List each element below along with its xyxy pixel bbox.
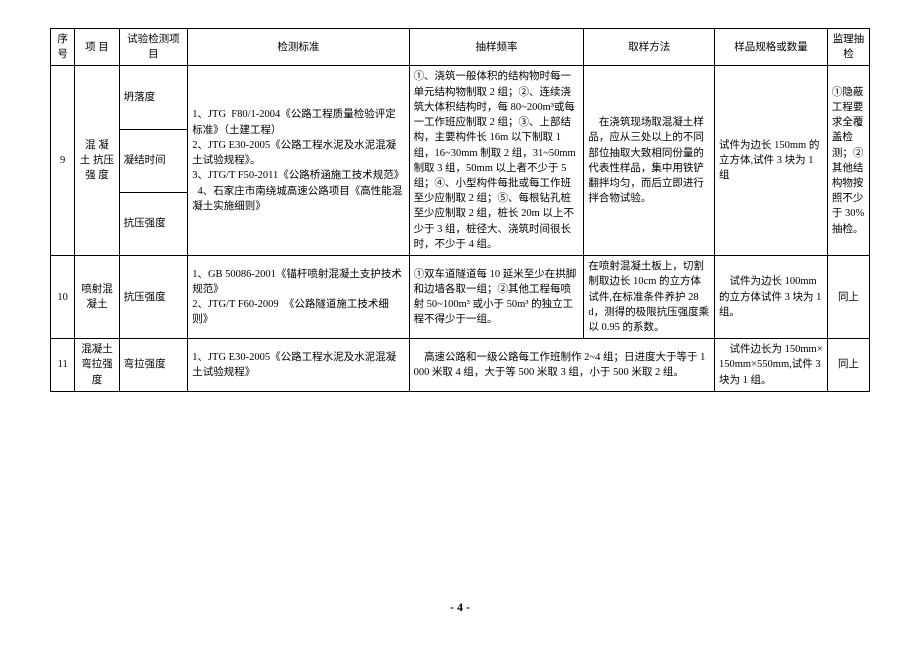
cell-test: 抗压强度 (119, 192, 188, 255)
cell-sup: 同上 (827, 339, 869, 392)
cell-seq: 10 (51, 256, 75, 339)
col-test: 试验检测项目 (119, 29, 188, 66)
col-freq: 抽样频率 (409, 29, 584, 66)
table-row: 10 喷射混凝土 抗压强度 1、GB 50086-2001《锚杆喷射混凝土支护技… (51, 256, 870, 339)
page-number: - 4 - (0, 600, 920, 615)
cell-test: 弯拉强度 (119, 339, 188, 392)
cell-test: 抗压强度 (119, 256, 188, 339)
cell-std: 1、GB 50086-2001《锚杆喷射混凝土支护技术规范》 2、JTG/T F… (188, 256, 409, 339)
cell-item: 喷射混凝土 (75, 256, 119, 339)
cell-spec: 试件边长为 150mm×150mm×550mm,试件 3 块为 1 组。 (715, 339, 828, 392)
col-method: 取样方法 (584, 29, 715, 66)
cell-sup: ①隐蔽工程要求全覆盖检测；②其他结构物按照不少于 30%抽检。 (827, 66, 869, 256)
table-row: 11 混凝土弯拉强度 弯拉强度 1、JTG E30-2005《公路工程水泥及水泥… (51, 339, 870, 392)
header-row: 序号 项 目 试验检测项目 检测标准 抽样频率 取样方法 样品规格或数量 监理抽… (51, 29, 870, 66)
cell-sup: 同上 (827, 256, 869, 339)
cell-spec: 试件为边长 100mm的立方体试件 3 块为 1 组。 (715, 256, 828, 339)
inspection-table: 序号 项 目 试验检测项目 检测标准 抽样频率 取样方法 样品规格或数量 监理抽… (50, 28, 870, 392)
col-item: 项 目 (75, 29, 119, 66)
cell-item: 混 凝 土 抗压强 度 (75, 66, 119, 256)
cell-spec: 试件为边长 150mm 的立方体,试件 3 块为 1 组 (715, 66, 828, 256)
cell-method: 在喷射混凝土板上，切割制取边长 10cm 的立方体试件,在标准条件养护 28d，… (584, 256, 715, 339)
col-std: 检测标准 (188, 29, 409, 66)
cell-test: 坍落度 (119, 66, 188, 129)
cell-freq-method: 高速公路和一级公路每工作班制作 2~4 组；日进度大于等于 1000 米取 4 … (409, 339, 714, 392)
col-spec: 样品规格或数量 (715, 29, 828, 66)
cell-std: 1、JTG F80/1-2004《公路工程质量检验评定标准》（土建工程） 2、J… (188, 66, 409, 256)
cell-item: 混凝土弯拉强度 (75, 339, 119, 392)
col-sup: 监理抽检 (827, 29, 869, 66)
cell-std: 1、JTG E30-2005《公路工程水泥及水泥混凝土试验规程》 (188, 339, 409, 392)
document-page: 序号 项 目 试验检测项目 检测标准 抽样频率 取样方法 样品规格或数量 监理抽… (0, 0, 920, 651)
cell-freq: ①、浇筑一般体积的结构物时每一单元结构物制取 2 组；②、连续浇筑大体积结构时，… (409, 66, 584, 256)
cell-seq: 11 (51, 339, 75, 392)
table-row: 9 混 凝 土 抗压强 度 坍落度 1、JTG F80/1-2004《公路工程质… (51, 66, 870, 129)
cell-test: 凝结时间 (119, 129, 188, 192)
col-seq: 序号 (51, 29, 75, 66)
cell-method: 在浇筑现场取混凝土样品，应从三处以上的不同部位抽取大致相同份量的代表性样品，集中… (584, 66, 715, 256)
cell-seq: 9 (51, 66, 75, 256)
cell-freq: ①双车道隧道每 10 延米至少在拱脚和边墙各取一组；②其他工程每喷射 50~10… (409, 256, 584, 339)
